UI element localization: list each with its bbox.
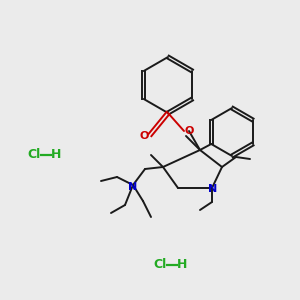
Text: N: N: [208, 184, 217, 194]
Text: N: N: [128, 182, 138, 192]
Text: H: H: [51, 148, 61, 161]
Text: Cl: Cl: [27, 148, 40, 161]
Text: H: H: [177, 259, 187, 272]
Text: Cl: Cl: [153, 259, 167, 272]
Text: O: O: [184, 126, 194, 136]
Text: O: O: [139, 131, 149, 141]
